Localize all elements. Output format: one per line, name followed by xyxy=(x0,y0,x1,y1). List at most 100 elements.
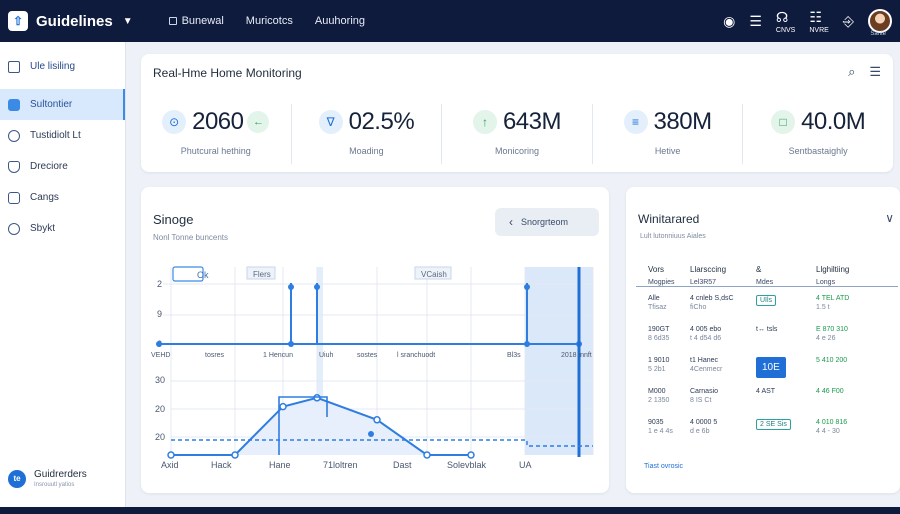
headset-icon: ☊ xyxy=(775,8,789,25)
data-point xyxy=(314,284,320,290)
table-cell: 4 010 816 4 4 - 30 xyxy=(816,418,848,435)
data-point xyxy=(231,451,239,459)
download-icon: ∇ xyxy=(318,110,343,134)
sidebar-header-label: Ule lisiling xyxy=(30,61,76,72)
table-cell: 4 005 ebo t 4 d54 d6 xyxy=(690,325,722,342)
column-header[interactable]: & Mdes xyxy=(756,265,774,286)
menu-icon[interactable]: ☰ xyxy=(869,64,881,79)
arrow-up-icon: ↑ xyxy=(472,110,497,134)
table-cell: 4 46 F00 xyxy=(816,387,844,395)
data-table: Vors Mogpies Llarsccing Lel3R57 & Mdes Llgh… xyxy=(636,265,898,450)
avatar[interactable] xyxy=(868,9,892,33)
kpi-panel-title: Real-Hme Home Monitoring xyxy=(153,66,302,80)
record-icon[interactable]: ◉ xyxy=(723,13,736,29)
axis-mid-label: 1 Hencun xyxy=(263,352,293,359)
table-row[interactable]: 190GT 8 6d35 4 005 ebo t 4 d54 d6 t↔ tsls E 8… xyxy=(636,326,898,357)
sidebar-header[interactable]: Ule lisiling xyxy=(0,42,125,92)
axis-mid-label: tosres xyxy=(205,352,225,359)
data-point xyxy=(368,431,374,437)
data-point xyxy=(373,416,381,424)
y-tick-label: 20 xyxy=(155,432,165,442)
x-tick-label: Hane xyxy=(269,460,291,470)
topnav-item-bunewal[interactable]: Bunewal xyxy=(168,15,224,27)
table-cell: UIls xyxy=(756,294,816,326)
table-row[interactable]: 1 9010 5 2b1 t1 Hanec 4Cenmecr 10E 5 410 200 xyxy=(636,356,898,388)
grid-icon xyxy=(168,17,177,25)
kpi-tile[interactable]: ↑ 643M Monicoring xyxy=(441,104,592,164)
kpi-tile[interactable]: ⊙ 2060 ← Phutcural hething xyxy=(141,104,291,164)
menu-icon[interactable]: ☰ xyxy=(749,13,762,29)
table-cell: 4 cnleb S,dsC fiCho xyxy=(690,294,734,311)
y-tick-label: 2 xyxy=(157,279,162,289)
line-chart[interactable]: OkFlersVCaish290302020VEHDtosres1 Hencun… xyxy=(141,247,609,487)
table-cell: 9035 1 e 4 4s xyxy=(648,418,673,435)
label-box xyxy=(246,266,276,280)
kpi-tile[interactable]: ∇ 02.5% Moading xyxy=(290,104,442,164)
chat-icon[interactable]: ⎆ xyxy=(842,13,854,29)
sidebar-footer[interactable]: te Guidrerders Insrouutl yatios xyxy=(8,469,87,488)
chevron-down-icon[interactable]: ∨ xyxy=(885,211,894,225)
cloud-icon xyxy=(8,222,20,235)
sidebar-item-tustidiolt[interactable]: Tustidiolt Lt xyxy=(0,120,125,151)
table-cell: 190GT 8 6d35 xyxy=(648,325,670,342)
chart-badge-box xyxy=(172,266,204,282)
topnav-item-auuhoring[interactable]: Auuhoring xyxy=(315,15,365,27)
table-row[interactable]: Alle Tfisaz 4 cnleb S,dsC fiCho UIls 4 TEL AT… xyxy=(636,294,898,326)
table-cell: 4 TEL ATD 1.5 t xyxy=(816,294,850,311)
chart-filter-button[interactable]: ‹ Snorgrteom xyxy=(495,208,599,236)
highlight-band xyxy=(525,267,593,455)
sidebar-item-sbykt[interactable]: Sbykt xyxy=(0,213,125,244)
cell-value: t↔ tsls xyxy=(756,325,778,333)
chart-top-label: Ok xyxy=(197,270,209,280)
headset-label: CNVS xyxy=(775,26,796,34)
chevron-left-icon: ‹ xyxy=(509,215,513,229)
logo-icon: ⇧ xyxy=(8,11,28,31)
table-header-row: Vors Mogpies Llarsccing Lel3R57 & Mdes Llgh… xyxy=(636,265,898,287)
app-logo[interactable]: ⇧ Guidelines ▼ xyxy=(8,11,133,31)
sidebar-item-label: Dreciore xyxy=(30,161,68,172)
sidebar-item-label: Sultontier xyxy=(30,99,73,110)
kpi-tile[interactable]: □ 40.0M Sentbastaighly xyxy=(742,104,893,164)
gauge-icon: ⊙ xyxy=(162,110,187,134)
data-point xyxy=(524,341,530,347)
column-header[interactable]: Llghiltiing Longs xyxy=(816,265,850,286)
table-row[interactable]: M000 2 1350 Carnasio 8 IS Ct 4 AST 4 46 F00 xyxy=(636,388,898,419)
panel-icon xyxy=(8,60,20,73)
table-footer-link[interactable]: Tiast ovrosic xyxy=(644,463,684,470)
arrow-left-icon: ← xyxy=(247,111,270,133)
axis-mid-label: sostes xyxy=(357,352,378,359)
sidebar-item-sultontier[interactable]: Sultontier xyxy=(0,89,125,120)
chart-top-label: VCaish xyxy=(421,270,447,279)
topnav-item-muricotcs[interactable]: Muricotcs xyxy=(246,15,293,27)
axis-mid-label: VEHD xyxy=(151,352,170,359)
column-header[interactable]: Llarsccing Lel3R57 xyxy=(690,265,727,286)
chevron-down-icon[interactable]: ▼ xyxy=(122,15,133,27)
area-fill xyxy=(171,397,471,455)
checkbox-icon xyxy=(8,98,20,111)
table-cell: 5 410 200 xyxy=(816,356,848,364)
table-panel: Winitarared Lult lutonniuus Aiales ∨ Vor… xyxy=(626,187,900,493)
kpi-label: Phutcural hething xyxy=(180,146,251,156)
y-tick-label: 9 xyxy=(157,309,162,319)
axis-mid-label: Uiuh xyxy=(319,352,334,359)
baseline-dashed xyxy=(171,439,593,447)
status-badge: UIls xyxy=(756,294,777,306)
kpi-label: Hetive xyxy=(654,146,681,156)
app-name: Guidelines xyxy=(36,12,113,30)
kpi-label: Moading xyxy=(349,146,384,156)
kpi-tile[interactable]: ≡ 380M Hetive xyxy=(591,104,743,164)
column-header[interactable]: Vors Mogpies xyxy=(648,265,675,286)
sidebar-item-dreciore[interactable]: Dreciore xyxy=(0,151,125,182)
table-cell: 4 AST xyxy=(756,388,816,419)
kpi-value: 2060 xyxy=(192,108,244,135)
list-button[interactable]: ☷ NVRE xyxy=(809,9,828,34)
sidebar: Ule lisiling Sultontier Tustidiolt Lt Dr… xyxy=(0,42,126,508)
search-icon[interactable]: ⌕ xyxy=(848,64,856,79)
sidebar-item-cangs[interactable]: Cangs xyxy=(0,182,125,213)
y-tick-label: 30 xyxy=(155,375,165,385)
headset-button[interactable]: ☊ CNVS xyxy=(776,9,795,34)
kpi-value: 02.5% xyxy=(348,108,415,135)
kpi-label: Sentbastaighly xyxy=(788,146,848,156)
data-point xyxy=(167,451,175,459)
